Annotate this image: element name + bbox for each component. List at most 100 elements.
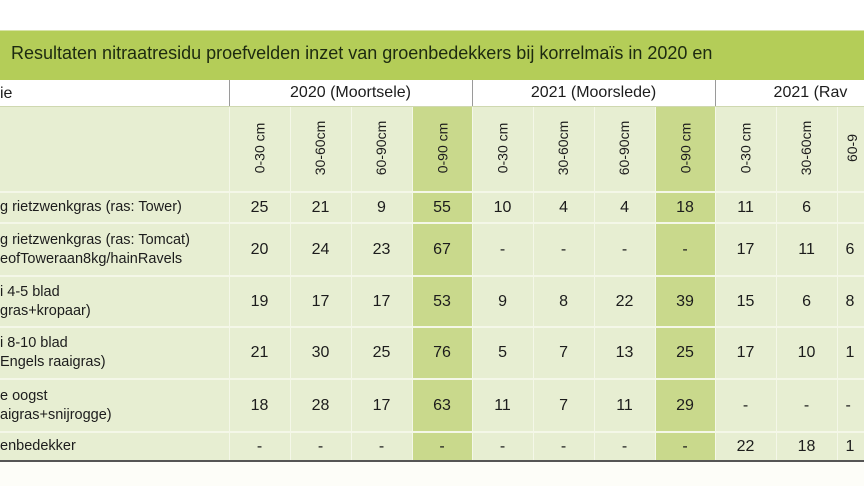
first-column-header: ie [0, 80, 230, 107]
table-row: i 8-10 blad Engels raaigras) 21 30 25 76 5 7 13 2… [0, 327, 864, 380]
value-cell: 23 [351, 223, 413, 277]
depth-label: 0-30 cm [494, 122, 511, 174]
value-cell: 6 [776, 276, 838, 328]
depth-header: 60-9 [837, 106, 864, 193]
value-cell: 30 [290, 327, 352, 380]
value-cell: 9 [351, 192, 413, 224]
value-cell: 18 [776, 432, 838, 462]
value-cell: 11 [472, 379, 534, 433]
group-header: 2020 (Moortsele) [229, 80, 473, 107]
value-cell: 8 [837, 276, 864, 328]
value-cell: 17 [290, 276, 352, 328]
value-cell: - [351, 432, 413, 462]
row-label-line: eofToweraan8kg/hainRavels [0, 250, 183, 267]
value-cell: 7 [533, 379, 595, 433]
value-cell: 53 [412, 276, 473, 328]
row-label: i 4-5 blad gras+kropaar) [0, 276, 230, 328]
depth-header-row: 0-30 cm 30-60cm 60-90cm 0-90 cm 0-30 cm 30-60… [0, 106, 864, 193]
empty-header-cell [0, 106, 230, 193]
value-cell: - [594, 223, 656, 277]
row-label-line: g rietzwenkgras (ras: Tower) [0, 199, 182, 215]
group-header: 2021 (Moorslede) [472, 80, 716, 107]
depth-header: 0-30 cm [715, 106, 777, 193]
depth-label: 60-9 [843, 133, 860, 163]
value-cell: 17 [715, 327, 777, 380]
row-label-line: e oogst [0, 387, 48, 404]
value-cell: 5 [472, 327, 534, 380]
value-cell: 28 [290, 379, 352, 433]
table-title: Resultaten nitraatresidu proefvelden inz… [11, 43, 713, 63]
value-cell: - [533, 432, 595, 462]
value-cell: 13 [594, 327, 656, 380]
value-cell: 22 [594, 276, 656, 328]
value-cell: 18 [655, 192, 716, 224]
value-cell: 55 [412, 192, 473, 224]
value-cell: - [229, 432, 291, 462]
value-cell: 25 [229, 192, 291, 224]
value-cell: 20 [229, 223, 291, 277]
value-cell: 17 [351, 276, 413, 328]
row-label: g rietzwenkgras (ras: Tomcat) eofToweraan… [0, 223, 230, 277]
table-row: e oogst aigras+snijrogge) 18 28 17 63 11 7 11 29-… [0, 379, 864, 433]
row-label: enbedekker [0, 432, 230, 462]
value-cell: 24 [290, 223, 352, 277]
value-cell: 11 [594, 379, 656, 433]
value-cell: 63 [412, 379, 473, 433]
depth-label: 0-30 cm [251, 122, 268, 174]
value-cell: 76 [412, 327, 473, 380]
depth-header: 60-90cm [594, 106, 656, 193]
depth-label: 0-90 cm [677, 122, 694, 174]
value-cell: 21 [290, 192, 352, 224]
page-margin [0, 0, 864, 30]
depth-header: 30-60cm [533, 106, 595, 193]
depth-label: 30-60cm [312, 120, 329, 176]
depth-label: 0-90 cm [434, 122, 451, 174]
value-cell: 1 [837, 327, 864, 380]
depth-label: 30-60cm [798, 120, 815, 176]
value-cell: 1 [837, 432, 864, 462]
row-label-line: aigras+snijrogge) [0, 406, 112, 423]
depth-header: 30-60cm [776, 106, 838, 193]
value-cell: - [655, 223, 716, 277]
group-header: 2021 (Rav [715, 80, 864, 107]
value-cell: - [715, 379, 777, 433]
value-cell: - [594, 432, 656, 462]
table-row: g rietzwenkgras (ras: Tomcat) eofToweraan… [0, 223, 864, 277]
depth-header: 0-30 cm [229, 106, 291, 193]
value-cell: 19 [229, 276, 291, 328]
value-cell: 10 [472, 192, 534, 224]
table-row: enbedekker - - - - - - - -22 18 1 [0, 432, 864, 462]
value-cell: - [533, 223, 595, 277]
value-cell: 6 [776, 192, 838, 224]
value-cell: 4 [533, 192, 595, 224]
depth-label: 60-90cm [616, 120, 633, 176]
depth-header: 0-30 cm [472, 106, 534, 193]
value-cell: 29 [655, 379, 716, 433]
row-label-line: enbedekker [0, 438, 76, 454]
value-cell: - [412, 432, 473, 462]
value-cell: 25 [655, 327, 716, 380]
row-label: i 8-10 blad Engels raaigras) [0, 327, 230, 380]
value-cell: 15 [715, 276, 777, 328]
row-label-line: Engels raaigras) [0, 354, 106, 370]
row-label-line: i 4-5 blad [0, 283, 60, 300]
table-row: i 4-5 blad gras+kropaar) 19 17 17 53 9 8 22 39 15 6… [0, 276, 864, 328]
value-cell: 25 [351, 327, 413, 380]
value-cell: 11 [715, 192, 777, 224]
value-cell: 8 [533, 276, 595, 328]
value-cell: 7 [533, 327, 595, 380]
depth-label: 60-90cm [373, 120, 390, 176]
value-cell: 67 [412, 223, 473, 277]
depth-label: 0-30 cm [737, 122, 754, 174]
value-cell: - [472, 223, 534, 277]
row-label-line: g rietzwenkgras (ras: Tomcat) [0, 231, 190, 248]
value-cell: 39 [655, 276, 716, 328]
table-row: g rietzwenkgras (ras: Tower) 25 21 9 55 10 4 4 1… [0, 192, 864, 224]
value-cell: 4 [594, 192, 656, 224]
row-label-line: i 8-10 blad [0, 335, 68, 351]
value-cell: 22 [715, 432, 777, 462]
value-cell: - [290, 432, 352, 462]
depth-label: 30-60cm [555, 120, 572, 176]
depth-header: 30-60cm [290, 106, 352, 193]
row-label: e oogst aigras+snijrogge) [0, 379, 230, 433]
